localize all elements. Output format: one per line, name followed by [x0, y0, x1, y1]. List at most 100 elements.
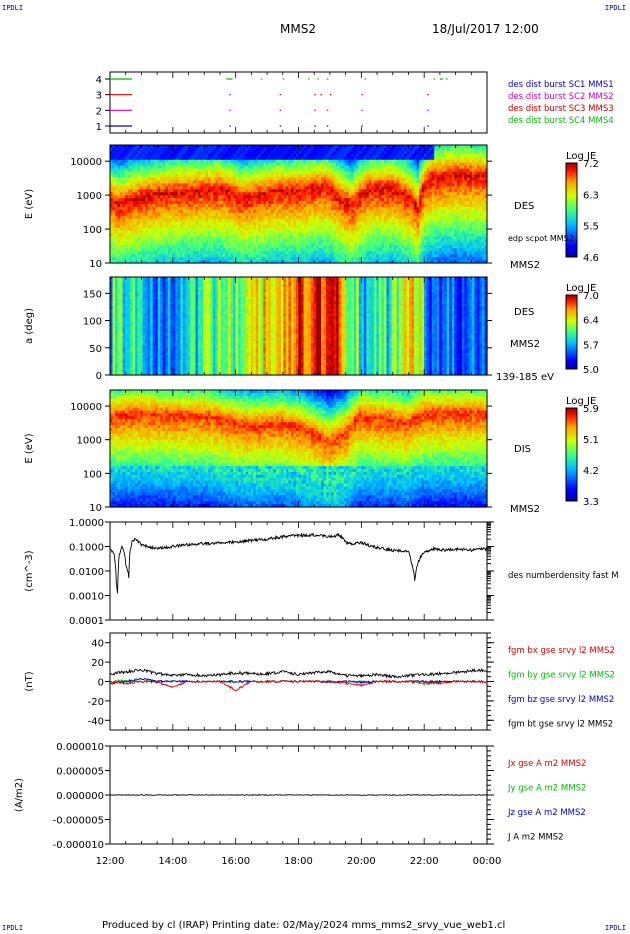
spectrogram-cell: [238, 242, 242, 246]
spectrogram-cell: [255, 206, 259, 211]
spectrogram-cell: [313, 242, 317, 246]
spectrogram-cell: [122, 260, 126, 264]
spectrogram-cell: [253, 192, 257, 196]
spectrogram-cell: [285, 204, 290, 208]
spectrogram-cell: [321, 198, 325, 202]
spectrogram-cell: [215, 159, 219, 164]
spectrogram-cell: [112, 248, 116, 252]
spectrogram-cell: [404, 221, 408, 226]
spectrogram-cell: [192, 145, 197, 149]
spectrogram-cell: [361, 251, 365, 255]
spectrogram-cell: [411, 189, 415, 193]
spectrogram-cell: [260, 168, 264, 173]
spectrogram-cell: [250, 245, 254, 249]
spectrogram-cell: [195, 156, 199, 161]
spectrogram-cell: [270, 209, 274, 214]
spectrogram-cell: [117, 212, 121, 217]
spectrogram-cell: [130, 180, 134, 184]
spectrogram-cell: [223, 156, 227, 161]
spectrogram-cell: [351, 168, 355, 173]
spectrogram-cell: [172, 209, 176, 214]
spectrogram-cell: [351, 236, 355, 240]
spectrogram-cell: [197, 145, 202, 149]
spectrogram-cell: [414, 168, 418, 173]
spectrogram-cell: [363, 206, 367, 211]
spectrogram-cell: [363, 174, 367, 179]
spectrogram-cell: [321, 159, 325, 164]
spectrogram-cell: [170, 227, 174, 232]
spectrogram-cell: [288, 159, 292, 164]
spectrogram-cell: [303, 198, 307, 202]
spectrogram-cell: [414, 221, 418, 226]
spectrogram-cell: [396, 174, 400, 179]
spectrogram-cell: [368, 204, 372, 208]
spectrogram-cell: [321, 189, 325, 193]
spectrogram-cell: [303, 254, 307, 258]
spectrogram-cell: [192, 236, 197, 240]
spectrogram-cell: [366, 171, 370, 176]
spectrogram-cell: [301, 257, 305, 261]
spectrogram-cell: [197, 212, 202, 217]
spectrogram-cell: [205, 206, 209, 211]
spectrogram-cell: [192, 230, 197, 235]
spectrogram-cell: [140, 168, 144, 173]
spectrogram-cell: [338, 245, 342, 249]
spectrogram-cell: [293, 198, 297, 202]
spectrogram-cell: [318, 162, 322, 167]
spectrogram-cell: [162, 150, 166, 155]
spectrogram-cell: [336, 251, 340, 255]
spectrogram-cell: [145, 168, 149, 173]
spectrogram-cell: [162, 145, 166, 149]
spectrogram-cell: [356, 242, 360, 246]
spectrogram-cell: [348, 215, 352, 220]
spectrogram-cell: [172, 153, 176, 158]
spectrogram-cell: [293, 174, 297, 179]
spectrogram-cell: [120, 230, 124, 235]
spectrogram-cell: [117, 145, 121, 149]
spectrogram-cell: [210, 215, 214, 220]
spectrogram-cell: [358, 224, 362, 229]
spectrogram-cell: [250, 233, 254, 238]
spectrogram-cell: [301, 171, 305, 176]
spectrogram-cell: [270, 257, 274, 261]
spectrogram-cell: [411, 156, 415, 161]
spectrogram-cell: [331, 209, 335, 214]
spectrogram-cell: [265, 209, 269, 214]
spectrogram-cell: [135, 198, 139, 202]
spectrogram-cell: [253, 186, 257, 190]
spectrogram-cell: [142, 145, 146, 149]
spectrogram-cell: [255, 218, 259, 223]
spectrogram-cell: [197, 177, 202, 181]
spectrogram-cell: [182, 206, 186, 211]
spectrogram-cell: [411, 147, 415, 152]
spectrogram-cell: [346, 254, 350, 258]
spectrogram-cell: [155, 227, 159, 232]
spectrogram-cell: [308, 257, 312, 261]
spectrogram-cell: [240, 233, 244, 238]
spectrogram-cell: [293, 212, 297, 217]
spectrogram-cell: [396, 260, 400, 264]
spectrogram-cell: [137, 245, 141, 249]
spectrogram-cell: [170, 165, 174, 170]
spectrogram-cell: [210, 174, 214, 179]
spectrogram-cell: [361, 147, 365, 152]
spectrogram-cell: [268, 168, 272, 173]
spectrogram-cell: [268, 218, 272, 223]
spectrogram-cell: [388, 257, 393, 261]
spectrogram-cell: [388, 192, 393, 196]
spectrogram-cell: [177, 165, 181, 170]
spectrogram-cell: [160, 227, 164, 232]
spectrogram-cell: [215, 183, 219, 187]
spectrogram-cell: [180, 206, 184, 211]
spectrogram-cell: [230, 192, 234, 196]
spectrogram-cell: [268, 209, 272, 214]
spectrogram-cell: [396, 195, 400, 199]
spectrogram-cell: [253, 245, 257, 249]
spectrogram-cell: [401, 180, 405, 184]
spectrogram-cell: [308, 233, 312, 238]
spectrogram-cell: [260, 201, 264, 205]
spectrogram-cell: [127, 183, 131, 187]
spectrogram-cell: [243, 192, 247, 196]
spectrogram-cell: [238, 165, 242, 170]
spectrogram-cell: [295, 212, 300, 217]
